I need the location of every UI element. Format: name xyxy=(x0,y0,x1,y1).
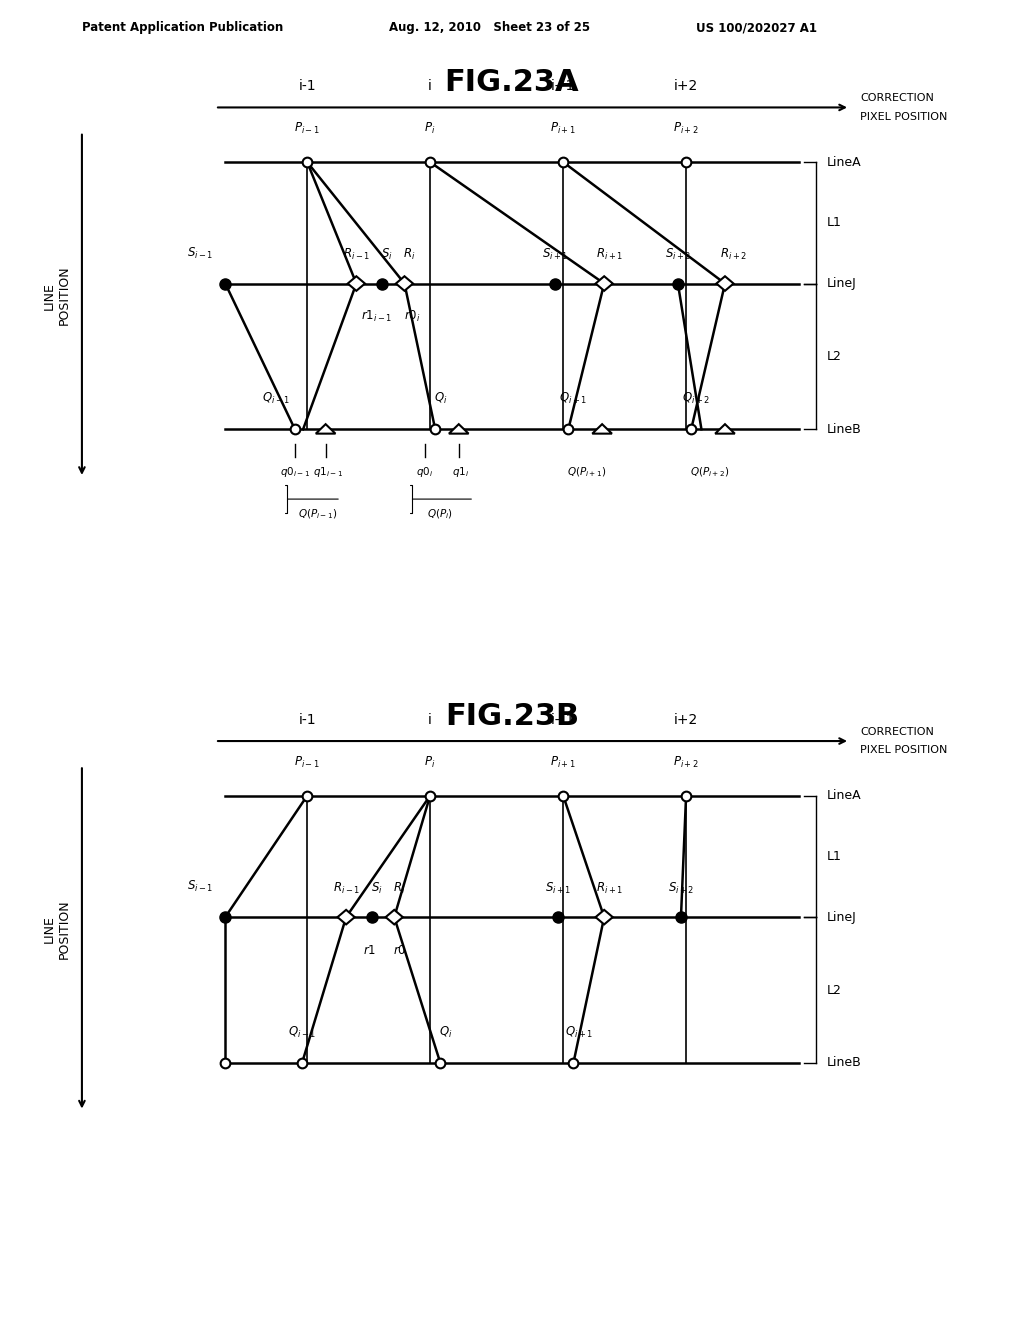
Text: $Q_i$: $Q_i$ xyxy=(438,1024,453,1040)
Text: L1: L1 xyxy=(826,850,842,863)
Polygon shape xyxy=(596,276,612,290)
Text: i-1: i-1 xyxy=(298,79,316,94)
Text: LineA: LineA xyxy=(826,156,861,169)
Text: $Q_{i+2}$: $Q_{i+2}$ xyxy=(682,391,711,407)
Text: $R_{i-1}$: $R_{i-1}$ xyxy=(333,880,359,895)
Text: $Q_{i+1}$: $Q_{i+1}$ xyxy=(564,1024,593,1040)
Text: i: i xyxy=(428,79,432,94)
Text: i+1: i+1 xyxy=(551,79,575,94)
Text: $Q(P_{i+1})$: $Q(P_{i+1})$ xyxy=(567,465,606,479)
Text: $P_{i-1}$: $P_{i-1}$ xyxy=(294,121,321,136)
Text: $P_i$: $P_i$ xyxy=(424,755,436,770)
Text: L1: L1 xyxy=(826,216,842,230)
Text: $r0$: $r0$ xyxy=(392,944,407,957)
Text: $S_{i+1}$: $S_{i+1}$ xyxy=(545,880,571,895)
Text: $P_{i-1}$: $P_{i-1}$ xyxy=(294,755,321,770)
Text: $q1_{i-1}$: $q1_{i-1}$ xyxy=(312,465,343,479)
Text: $P_{i+2}$: $P_{i+2}$ xyxy=(673,121,699,136)
Text: LineJ: LineJ xyxy=(826,911,856,924)
Text: $q0_i$: $q0_i$ xyxy=(417,465,433,479)
Text: FIG.23A: FIG.23A xyxy=(444,67,580,96)
Text: Patent Application Publication: Patent Application Publication xyxy=(82,21,284,34)
Text: $S_{i-1}$: $S_{i-1}$ xyxy=(186,246,213,261)
Text: PIXEL POSITION: PIXEL POSITION xyxy=(860,112,947,121)
Text: $S_{i+1}$: $S_{i+1}$ xyxy=(542,247,568,261)
Text: $P_i$: $P_i$ xyxy=(424,121,436,136)
Text: LineB: LineB xyxy=(826,422,861,436)
Text: LineA: LineA xyxy=(826,789,861,803)
Text: US 100/202027 A1: US 100/202027 A1 xyxy=(696,21,817,34)
Text: $P_{i+2}$: $P_{i+2}$ xyxy=(673,755,699,770)
Text: $Q(P_i)$: $Q(P_i)$ xyxy=(427,507,454,521)
Text: $R_{i+1}$: $R_{i+1}$ xyxy=(596,880,623,895)
Polygon shape xyxy=(315,424,336,434)
Polygon shape xyxy=(715,424,735,434)
Text: $R_i$: $R_i$ xyxy=(403,247,416,261)
Text: $r1$: $r1$ xyxy=(364,944,376,957)
Text: $S_i$: $S_i$ xyxy=(371,880,383,895)
Text: FIG.23B: FIG.23B xyxy=(445,702,579,730)
Text: $S_{i-1}$: $S_{i-1}$ xyxy=(186,879,213,895)
Polygon shape xyxy=(348,276,365,290)
Text: $Q_i$: $Q_i$ xyxy=(433,391,447,407)
Text: CORRECTION: CORRECTION xyxy=(860,727,934,737)
Text: i-1: i-1 xyxy=(298,713,316,727)
Text: $Q(P_{i+2})$: $Q(P_{i+2})$ xyxy=(690,465,729,479)
Polygon shape xyxy=(592,424,612,434)
Text: $R_{i+2}$: $R_{i+2}$ xyxy=(720,247,746,261)
Polygon shape xyxy=(396,276,413,290)
Polygon shape xyxy=(449,424,469,434)
Text: L2: L2 xyxy=(826,983,842,997)
Text: i+1: i+1 xyxy=(551,713,575,727)
Text: CORRECTION: CORRECTION xyxy=(860,94,934,103)
Text: LINE
POSITION: LINE POSITION xyxy=(42,899,71,960)
Polygon shape xyxy=(386,909,402,924)
Text: $R_{i-1}$: $R_{i-1}$ xyxy=(343,247,370,261)
Text: i+2: i+2 xyxy=(674,79,698,94)
Text: $q1_i$: $q1_i$ xyxy=(453,465,469,479)
Text: LineJ: LineJ xyxy=(826,277,856,290)
Text: $R_{i+1}$: $R_{i+1}$ xyxy=(596,247,623,261)
Text: $Q_{i+1}$: $Q_{i+1}$ xyxy=(559,391,588,407)
Text: i: i xyxy=(428,713,432,727)
Text: $P_{i+1}$: $P_{i+1}$ xyxy=(550,755,577,770)
Text: $q0_{i-1}$: $q0_{i-1}$ xyxy=(280,465,310,479)
Text: LineB: LineB xyxy=(826,1056,861,1069)
Text: $r1_{i-1}$: $r1_{i-1}$ xyxy=(361,309,392,325)
Text: Aug. 12, 2010   Sheet 23 of 25: Aug. 12, 2010 Sheet 23 of 25 xyxy=(389,21,590,34)
Text: $P_{i+1}$: $P_{i+1}$ xyxy=(550,121,577,136)
Text: PIXEL POSITION: PIXEL POSITION xyxy=(860,746,947,755)
Text: $Q_{i-1}$: $Q_{i-1}$ xyxy=(288,1024,316,1040)
Text: L2: L2 xyxy=(826,350,842,363)
Text: LINE
POSITION: LINE POSITION xyxy=(42,265,71,326)
Text: $S_{i+2}$: $S_{i+2}$ xyxy=(665,247,691,261)
Text: i+2: i+2 xyxy=(674,713,698,727)
Text: $R_i$: $R_i$ xyxy=(393,880,406,895)
Polygon shape xyxy=(338,909,354,924)
Text: $S_i$: $S_i$ xyxy=(381,247,393,261)
Polygon shape xyxy=(596,909,612,924)
Text: $S_{i+2}$: $S_{i+2}$ xyxy=(668,880,694,895)
Polygon shape xyxy=(717,276,733,290)
Text: $Q(P_{i-1})$: $Q(P_{i-1})$ xyxy=(298,507,337,521)
Text: $r0_i$: $r0_i$ xyxy=(404,309,421,325)
Text: $Q_{i-1}$: $Q_{i-1}$ xyxy=(262,391,290,407)
